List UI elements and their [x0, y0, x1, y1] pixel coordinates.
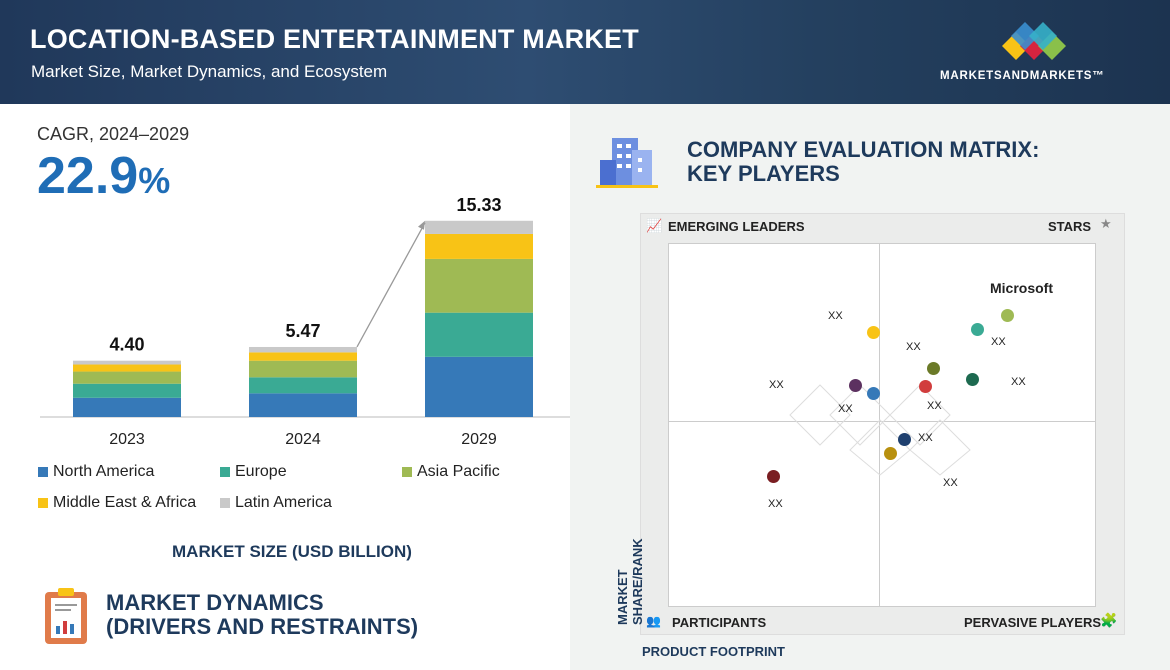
- header-banner: LOCATION-BASED ENTERTAINMENT MARKET Mark…: [0, 0, 1170, 104]
- quadrant-participants: PARTICIPANTS: [672, 615, 767, 630]
- bar-total-label: 4.40: [109, 335, 144, 355]
- matrix-title: COMPANY EVALUATION MATRIX: KEY PLAYERS: [687, 138, 1039, 186]
- company-label: XX: [1011, 376, 1026, 388]
- legend-label: Europe: [235, 463, 287, 480]
- company-label: XX: [918, 432, 933, 444]
- quadrant-stars: STARS: [1048, 219, 1092, 234]
- bar-segment-2024-0: [249, 393, 357, 417]
- matrix-title-line2: KEY PLAYERS: [687, 161, 840, 186]
- company-label: Microsoft: [990, 280, 1053, 296]
- bar-total-label: 15.33: [456, 195, 501, 215]
- people-icon: 👥: [646, 614, 661, 628]
- y-axis-label: MARKET SHARE/RANK: [615, 538, 645, 625]
- company-label: XX: [906, 341, 921, 353]
- bar-segment-2024-3: [249, 352, 357, 361]
- bar-segment-2029-0: [425, 356, 533, 417]
- bar-segment-2023-2: [73, 371, 181, 384]
- matrix-title-line1: COMPANY EVALUATION MATRIX:: [687, 137, 1040, 162]
- cagr-number: 22.9: [37, 147, 139, 205]
- buildings-icon: [596, 138, 658, 188]
- company-dot[interactable]: [867, 387, 880, 400]
- company-label: XX: [991, 336, 1006, 348]
- bar-segment-2024-4: [249, 346, 357, 353]
- puzzle-icon: 🧩: [1100, 612, 1118, 628]
- legend-item: Middle East & Africa: [38, 494, 196, 512]
- bar-segment-2024-1: [249, 377, 357, 394]
- dynamics-line2: (DRIVERS AND RESTRAINTS): [106, 614, 419, 639]
- company-dot[interactable]: [919, 380, 932, 393]
- bar-segment-2023-4: [73, 360, 181, 365]
- bar-segment-2029-1: [425, 312, 533, 357]
- company-dot[interactable]: [927, 362, 940, 375]
- company-label: XX: [768, 498, 783, 510]
- cagr-unit: %: [138, 160, 171, 201]
- legend-swatch: [220, 467, 230, 477]
- brand-logo: MARKETSANDMARKETS™: [940, 18, 1120, 88]
- bar-segment-2029-2: [425, 258, 533, 313]
- logo-text: MARKETSANDMARKETS™: [940, 70, 1105, 82]
- quadrant-pervasive-players: PERVASIVE PLAYERS: [964, 615, 1102, 630]
- company-label: XX: [838, 403, 853, 415]
- legend-label: Middle East & Africa: [53, 494, 197, 511]
- x-tick-label: 2023: [109, 431, 145, 448]
- legend-item: North America: [38, 463, 154, 481]
- company-dot[interactable]: [966, 373, 979, 386]
- x-axis-label: PRODUCT FOOTPRINT: [642, 644, 785, 659]
- legend-item: Latin America: [220, 494, 332, 512]
- company-dot[interactable]: [849, 379, 862, 392]
- cagr-label: CAGR, 2024–2029: [37, 124, 190, 144]
- clipboard-chart-icon: [45, 588, 87, 644]
- bar-total-label: 5.47: [285, 321, 320, 341]
- dynamics-line1: MARKET DYNAMICS: [106, 590, 324, 615]
- chart-xlabel: MARKET SIZE (USD BILLION): [172, 542, 412, 561]
- market-size-chart: 4.40 2023 5.47 2024 15.33 2029: [40, 195, 570, 448]
- growth-arrow: [356, 222, 426, 348]
- legend-swatch: [38, 467, 48, 477]
- company-dot[interactable]: [884, 447, 897, 460]
- legend-item: Europe: [220, 463, 287, 481]
- logo-diamonds-icon: [1002, 22, 1066, 60]
- page-title: LOCATION-BASED ENTERTAINMENT MARKET: [30, 24, 639, 54]
- cagr-value: 22.9%: [37, 146, 170, 206]
- trend-people-icon: 📈: [646, 218, 663, 233]
- bar-segment-2023-0: [73, 397, 181, 417]
- company-dot[interactable]: [867, 326, 880, 339]
- company-dot[interactable]: [971, 323, 984, 336]
- bar-segment-2024-2: [249, 360, 357, 378]
- bar-segment-2029-4: [425, 220, 533, 234]
- legend-swatch: [38, 498, 48, 508]
- quadrant-emerging-leaders: EMERGING LEADERS: [668, 219, 805, 234]
- bar-segment-2029-3: [425, 233, 533, 259]
- matrix-plot-area: [668, 243, 1096, 607]
- x-tick-label: 2024: [285, 431, 321, 448]
- company-label: XX: [828, 310, 843, 322]
- diamond-watermark: [789, 384, 971, 476]
- market-dynamics-title: MARKET DYNAMICS (DRIVERS AND RESTRAINTS): [106, 591, 418, 639]
- company-label: XX: [769, 379, 784, 391]
- x-tick-label: 2029: [461, 431, 497, 448]
- legend-swatch: [402, 467, 412, 477]
- legend-item: Asia Pacific: [402, 463, 500, 481]
- company-dot[interactable]: [767, 470, 780, 483]
- legend-label: North America: [53, 463, 155, 480]
- legend-label: Latin America: [235, 494, 332, 511]
- company-dot[interactable]: [1001, 309, 1014, 322]
- legend-swatch: [220, 498, 230, 508]
- page-subtitle: Market Size, Market Dynamics, and Ecosys…: [31, 62, 388, 81]
- bar-segment-2023-3: [73, 364, 181, 372]
- company-label: XX: [943, 477, 958, 489]
- company-dot[interactable]: [898, 433, 911, 446]
- star-bars-icon: ★: [1100, 216, 1112, 231]
- company-label: XX: [927, 400, 942, 412]
- arrow-head-icon: [418, 220, 425, 230]
- legend-label: Asia Pacific: [417, 463, 500, 480]
- bar-segment-2023-1: [73, 383, 181, 398]
